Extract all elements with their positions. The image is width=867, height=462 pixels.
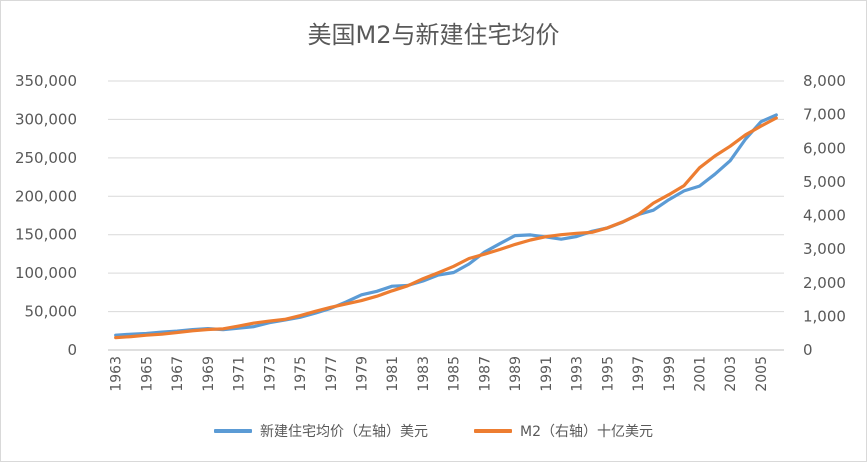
right-tick-label: 0 [803,341,813,359]
x-axis: 1963 1965 1967 1969 1971 1973 1975 1977 1979 1981… [109,356,770,392]
x-tick-label: 1987 [477,356,493,392]
x-tick-label: 1969 [201,356,217,392]
x-tick-label: 1977 [324,356,340,392]
x-tick-label: 1973 [262,356,278,392]
legend-label-m2: M2（右轴）十亿美元 [520,424,653,440]
x-tick-label: 1995 [600,356,616,392]
x-tick-label: 1971 [232,356,248,392]
left-tick-label: 250,000 [15,149,77,167]
right-tick-label: 4,000 [803,207,846,225]
right-tick-label: 5,000 [803,173,846,191]
x-tick-label: 1985 [447,356,463,392]
right-tick-label: 3,000 [803,240,846,258]
legend-swatch-house-price [214,429,252,433]
x-tick-label: 1993 [570,356,586,392]
left-tick-label: 300,000 [15,110,77,128]
right-tick-label: 2,000 [803,274,846,292]
left-tick-label: 50,000 [25,303,78,321]
right-axis: 0 1,000 2,000 3,000 4,000 5,000 6,000 7,000 8,00… [803,72,846,359]
x-tick-label: 1967 [170,356,186,392]
x-tick-label: 1989 [508,356,524,392]
x-tick-label: 2003 [723,356,739,392]
right-tick-label: 7,000 [803,106,846,124]
x-tick-label: 1975 [293,356,309,392]
left-tick-label: 0 [67,341,77,359]
right-tick-label: 6,000 [803,139,846,157]
x-tick-label: 2005 [754,356,770,392]
x-tick-label: 1997 [631,356,647,392]
series-line-house-price [114,113,778,337]
x-tick-label: 1981 [385,356,401,392]
x-tick-label: 1983 [416,356,432,392]
right-tick-label: 8,000 [803,72,846,90]
left-tick-label: 200,000 [15,187,77,205]
left-axis: 0 50,000 100,000 150,000 200,000 250,000 300,0… [15,72,77,359]
right-tick-label: 1,000 [803,307,846,325]
left-tick-label: 150,000 [15,226,77,244]
left-tick-label: 100,000 [15,264,77,282]
x-tick-label: 1963 [109,356,125,392]
series-line-m2 [114,116,778,340]
x-tick-label: 1979 [355,356,371,392]
line-chart: 0 50,000 100,000 150,000 200,000 250,000 300,0… [15,72,846,392]
x-tick-label: 1999 [662,356,678,392]
legend-item-house-price: 新建住宅均价（左轴）美元 [214,421,428,441]
legend-item-m2: M2（右轴）十亿美元 [474,421,653,441]
legend-swatch-m2 [474,429,512,433]
x-tick-label: 1965 [139,356,155,392]
series-lines [114,113,778,340]
gridlines [108,80,784,351]
legend: 新建住宅均价（左轴）美元 M2（右轴）十亿美元 [1,421,866,441]
chart-title: 美国M2与新建住宅均价 [307,21,560,49]
x-tick-label: 2001 [693,356,709,392]
x-tick-label: 1991 [539,356,555,392]
legend-label-house-price: 新建住宅均价（左轴）美元 [260,424,428,440]
left-tick-label: 350,000 [15,72,77,90]
